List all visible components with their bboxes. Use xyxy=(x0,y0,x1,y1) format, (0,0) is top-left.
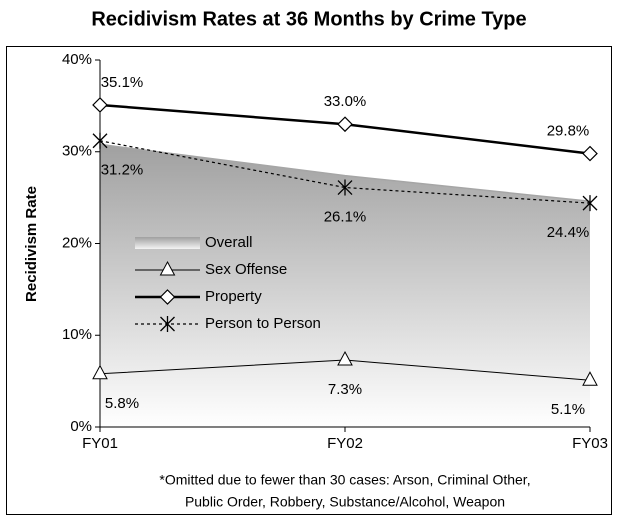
point-marker xyxy=(92,132,108,149)
x-tick-label: FY01 xyxy=(82,435,118,452)
data-label: 5.1% xyxy=(551,401,585,418)
legend-marker xyxy=(159,260,176,276)
data-label: 29.8% xyxy=(547,123,590,140)
data-label: 35.1% xyxy=(101,74,144,91)
footnote: *Omitted due to fewer than 30 cases: Ars… xyxy=(159,472,530,488)
point-marker xyxy=(337,350,353,366)
legend-swatch xyxy=(135,237,200,249)
point-marker xyxy=(92,364,108,380)
point-marker xyxy=(337,116,353,133)
x-tick-label: FY03 xyxy=(572,435,608,452)
y-axis-label: Recidivism Rate xyxy=(23,186,40,302)
footnote: Public Order, Robbery, Substance/Alcohol… xyxy=(185,494,505,510)
x-tick-label: FY02 xyxy=(327,435,363,452)
data-label: 7.3% xyxy=(328,381,362,398)
y-tick-label: 20% xyxy=(62,234,92,251)
data-label: 24.4% xyxy=(547,224,590,241)
y-tick-label: 40% xyxy=(62,51,92,68)
point-marker xyxy=(92,97,108,113)
chart-frame xyxy=(6,46,612,515)
chart-title: Recidivism Rates at 36 Months by Crime T… xyxy=(91,8,526,30)
data-label: 31.2% xyxy=(101,162,144,179)
area xyxy=(100,144,590,427)
legend-label: Overall xyxy=(205,234,253,251)
point-marker xyxy=(582,195,598,212)
point-marker xyxy=(582,145,598,162)
y-tick-label: 0% xyxy=(70,418,92,435)
data-label: 5.8% xyxy=(105,395,139,412)
y-tick-label: 30% xyxy=(62,143,92,160)
legend-marker xyxy=(160,316,175,332)
legend-marker xyxy=(159,289,176,305)
y-tick-label: 10% xyxy=(62,326,92,343)
point-marker xyxy=(337,179,353,196)
area-edge xyxy=(99,143,591,203)
legend-label: Property xyxy=(205,288,262,305)
legend-label: Person to Person xyxy=(205,315,321,332)
legend-label: Sex Offense xyxy=(205,261,287,278)
data-label: 33.0% xyxy=(324,93,367,110)
data-label: 26.1% xyxy=(324,209,367,226)
point-marker xyxy=(582,371,598,386)
